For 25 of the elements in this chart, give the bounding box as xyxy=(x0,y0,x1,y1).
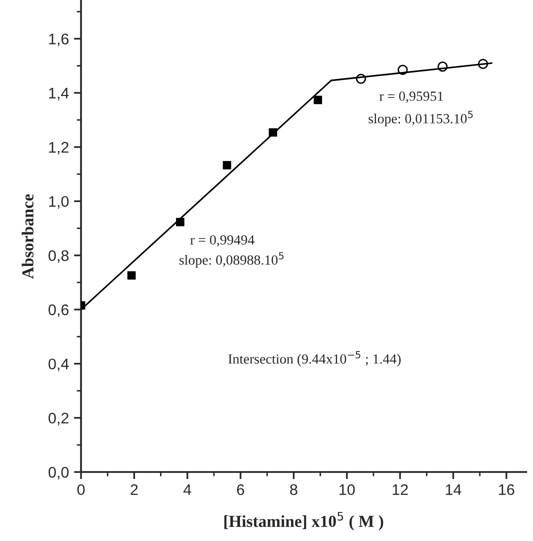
y-tick-label: 0,2 xyxy=(48,412,68,426)
y-tick-label: 0,0 xyxy=(48,466,69,480)
x-tick-label: 0 xyxy=(77,484,85,496)
x-tick-label: 4 xyxy=(183,484,192,495)
x-tick-label: 10 xyxy=(340,484,355,496)
x-tick-label: 14 xyxy=(446,484,462,495)
y-tick-label: 1,6 xyxy=(49,34,69,46)
annotation: slope: 0,08988.10$^{5}$ xyxy=(180,252,284,268)
y-tick-label: 0,4 xyxy=(48,358,69,372)
annotation: Intersection (9.44x10$^{−5}$ ; 1.44) xyxy=(228,351,401,367)
x-tick-label: 8 xyxy=(290,484,298,496)
y-tick-label: 1,4 xyxy=(49,88,69,100)
annotation: r = 0,99494 xyxy=(190,235,254,247)
x-tick-label: 12 xyxy=(392,484,408,495)
annotation: r = 0,95951 xyxy=(379,92,443,103)
x-tick-label: 6 xyxy=(237,484,244,496)
y-tick-label: 0,8 xyxy=(48,250,69,263)
x-axis-title: [Histamine] x10$^{5}$ ( M ) xyxy=(224,512,384,530)
y-tick-label: 0,6 xyxy=(48,304,69,318)
annotation: slope: 0,01153.10$^{5}$ xyxy=(368,110,473,126)
x-tick-label: 16 xyxy=(499,484,514,496)
y-tick-label: 1,2 xyxy=(49,142,68,155)
x-tick-label: 2 xyxy=(130,484,138,495)
y-axis-title: Absorbance xyxy=(22,194,34,279)
y-tick-label: 1,0 xyxy=(49,196,69,209)
